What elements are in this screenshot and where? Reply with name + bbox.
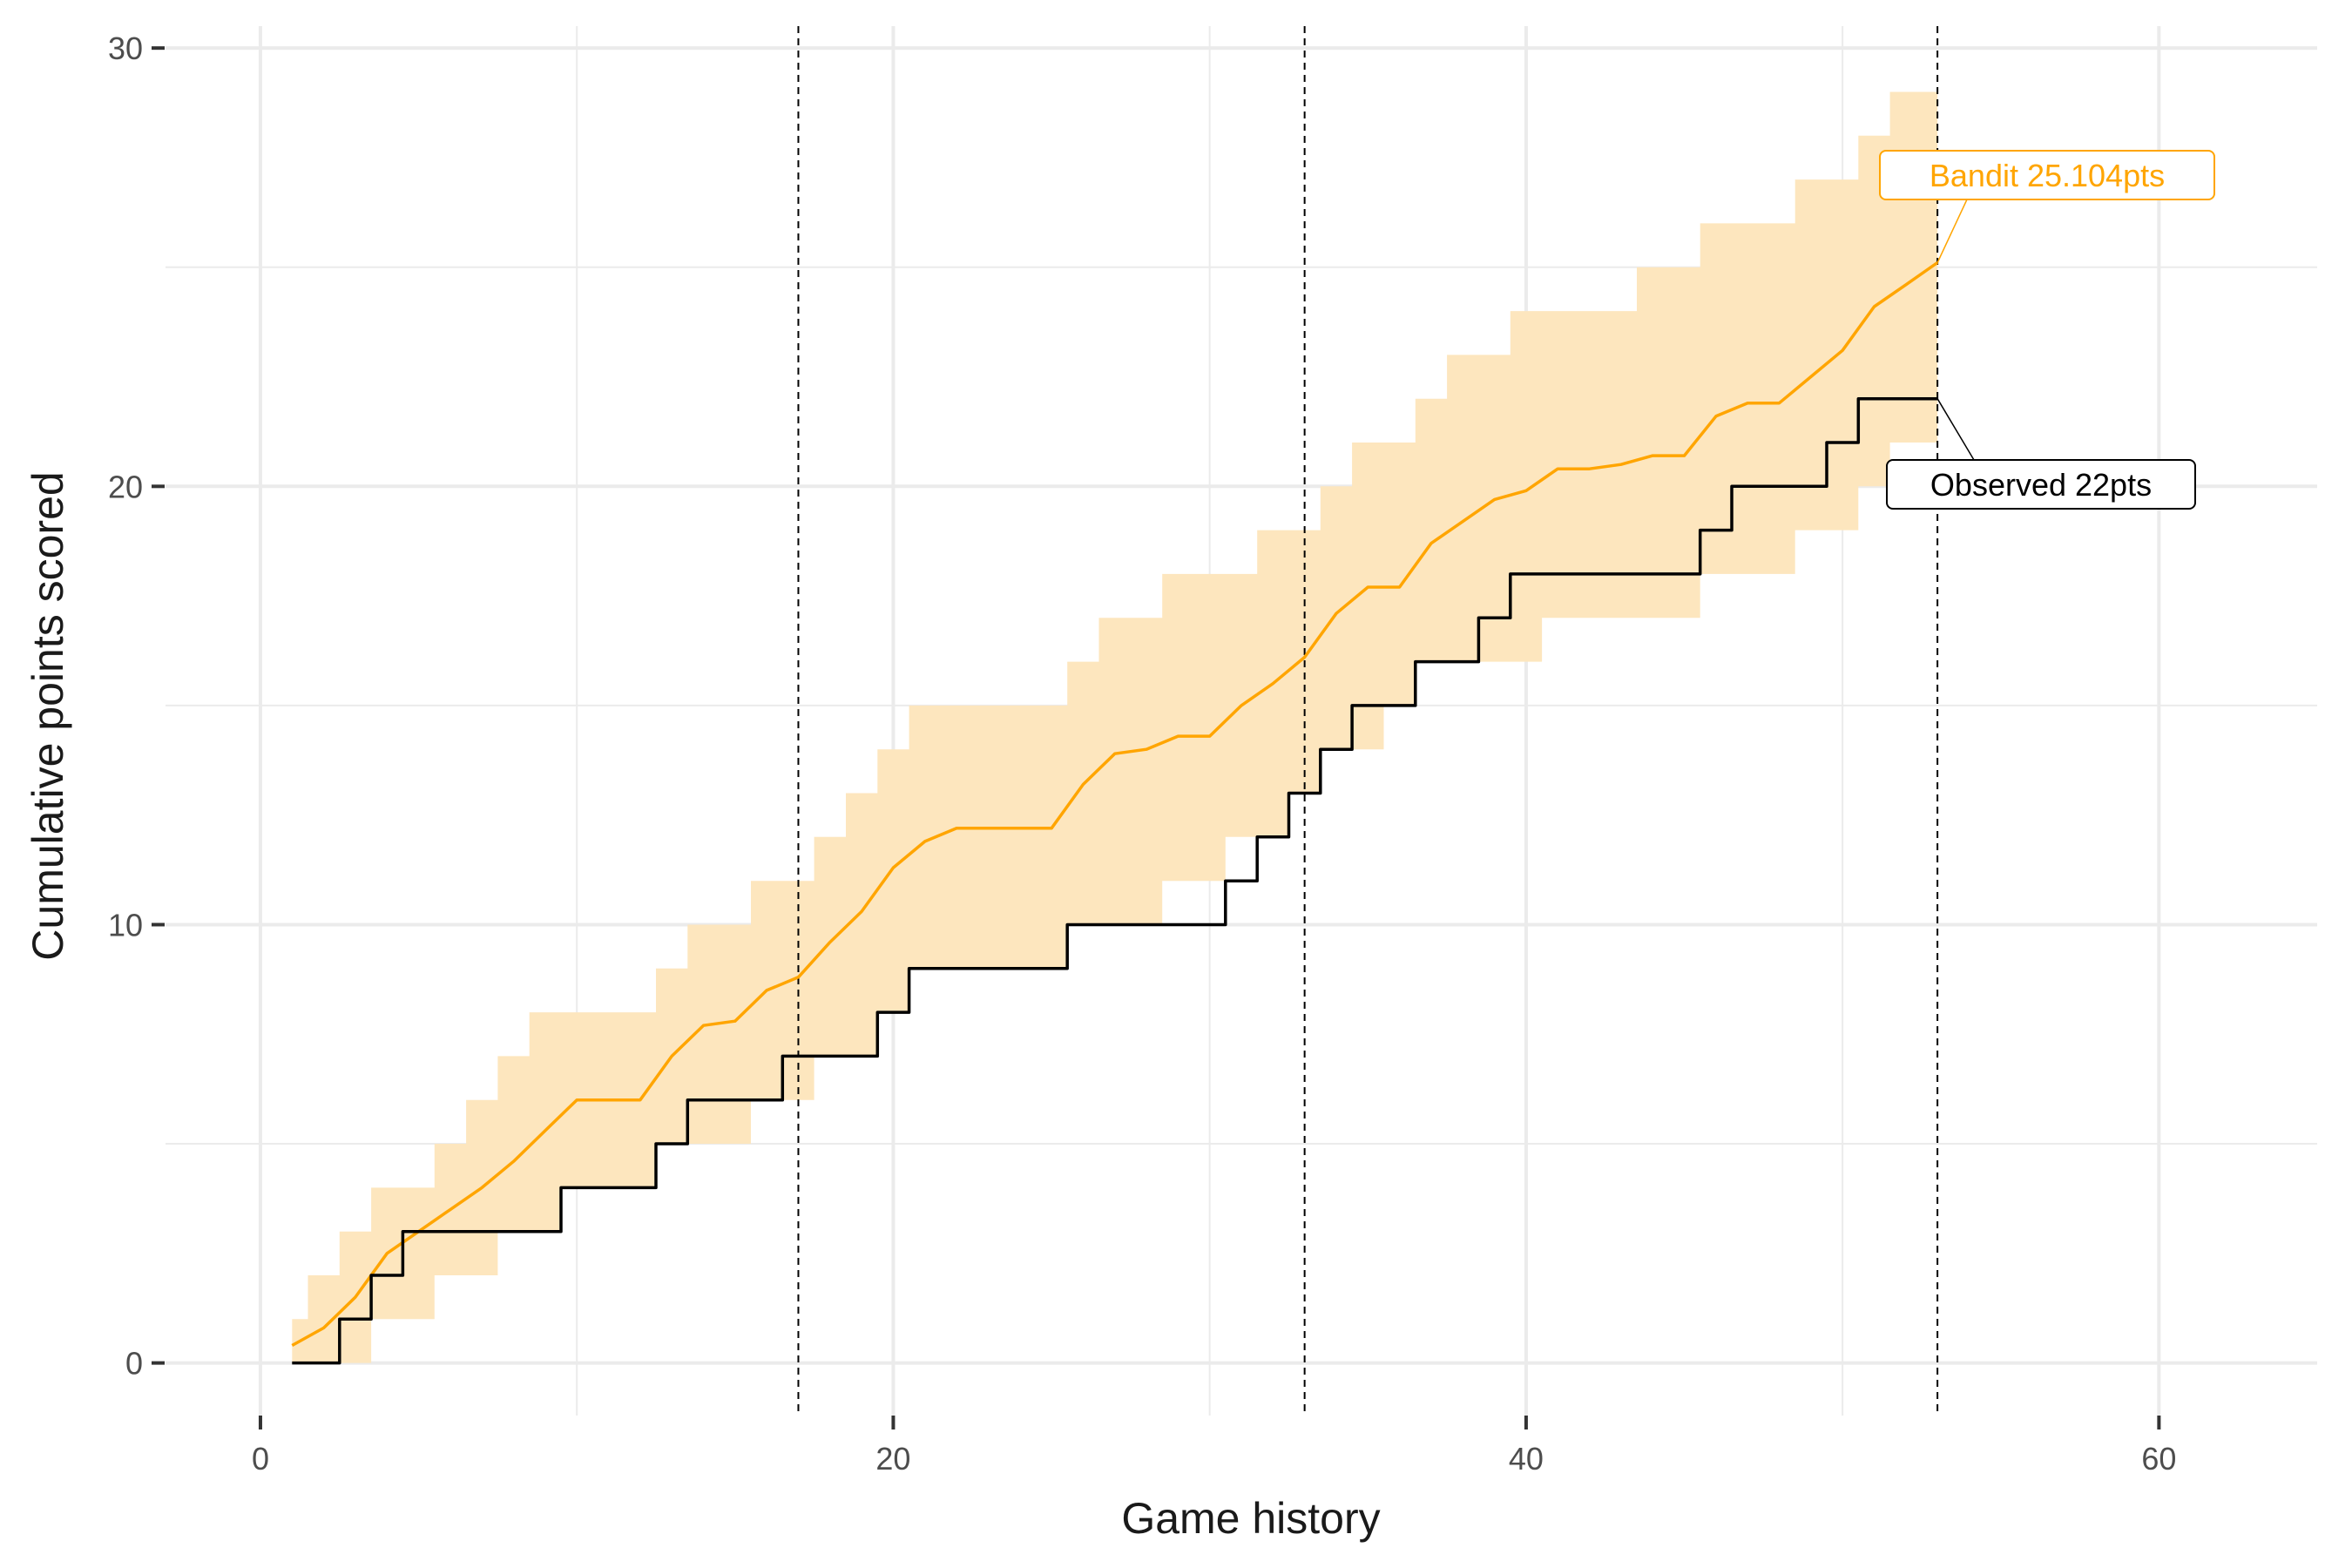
- series-lines: [291, 261, 1939, 1365]
- x-axis-title: Game history: [1121, 1494, 1380, 1543]
- x-tick-label: 20: [875, 1441, 910, 1477]
- y-tick-label: 30: [108, 30, 143, 66]
- bandit-line: [291, 261, 1939, 1348]
- annotations: Bandit 25.104pts Observed 22pts: [1879, 150, 2215, 510]
- y-axis-title: Cumulative points scored: [24, 471, 72, 960]
- bandit-label-box: [1879, 150, 2215, 200]
- y-tick-label: 10: [108, 907, 143, 943]
- observed-label-box: [1886, 459, 2196, 510]
- bandit-label: Bandit 25.104pts: [1930, 158, 2165, 193]
- y-tick-label: 0: [125, 1346, 143, 1382]
- x-tick-label: 60: [2141, 1441, 2176, 1477]
- observed-label: Observed 22pts: [1930, 467, 2152, 503]
- observed-line: [292, 396, 1938, 1365]
- x-tick-label: 0: [252, 1441, 269, 1477]
- bandit-interval-band: [292, 91, 1938, 1363]
- y-tick-label: 20: [108, 469, 143, 504]
- x-tick-label: 40: [1509, 1441, 1544, 1477]
- axes: 0 10 20 30 0 20 40 60: [108, 30, 2176, 1477]
- bandit-label-leader: [1936, 199, 1968, 263]
- observed-label-leader: [1936, 398, 1975, 461]
- confidence-band: [292, 91, 1938, 1363]
